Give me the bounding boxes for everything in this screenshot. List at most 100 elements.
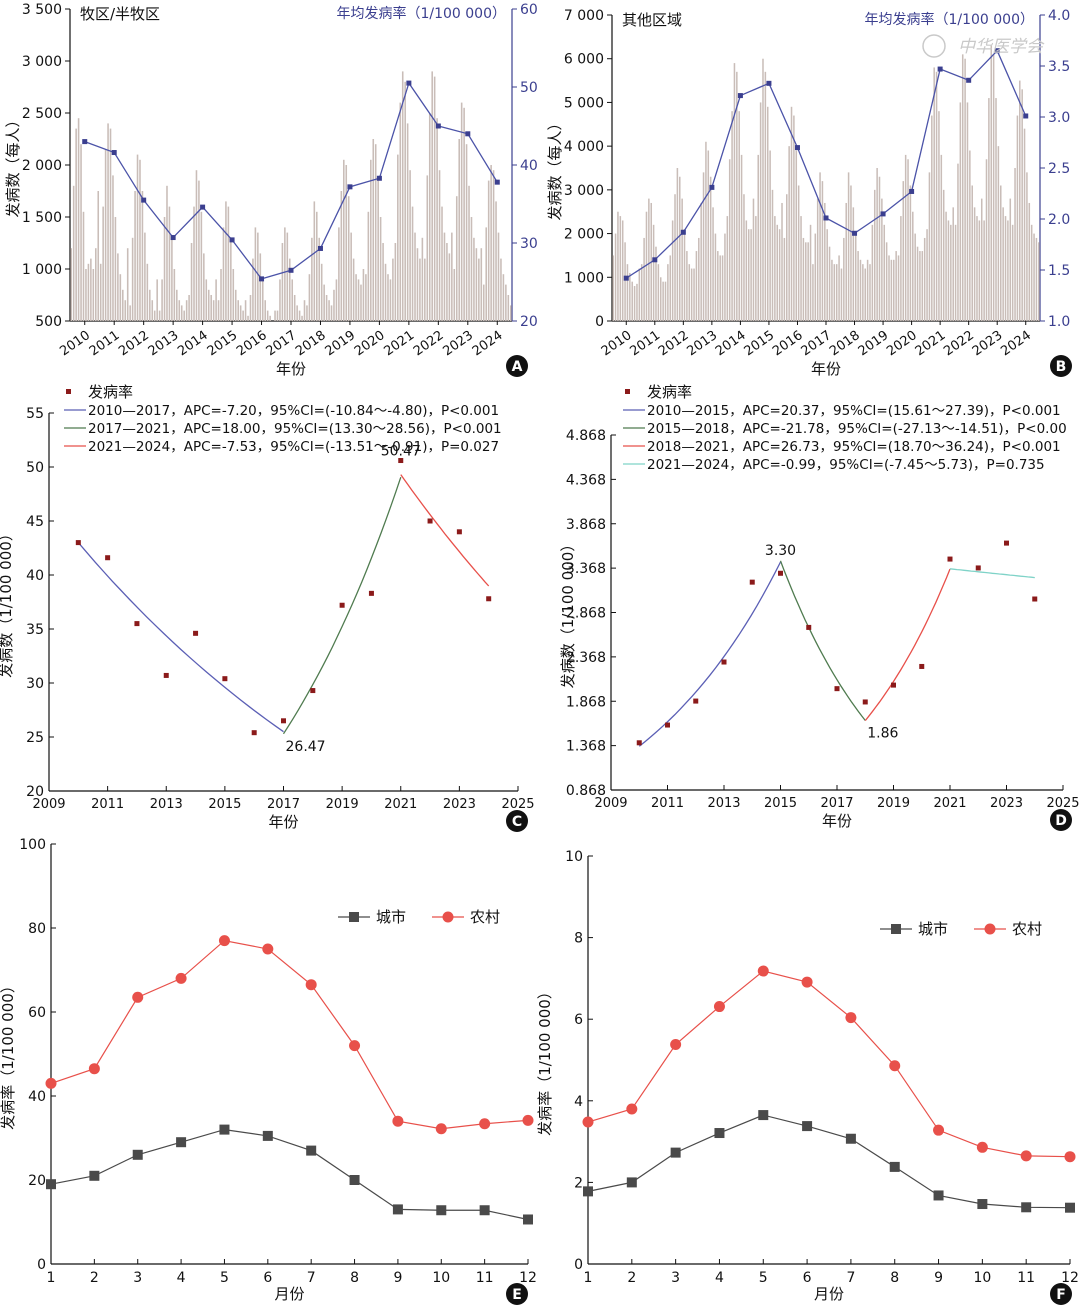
bar-2020-m7 xyxy=(912,211,914,321)
bar-2024-m8 xyxy=(1028,202,1031,321)
rate-point-2012 xyxy=(693,698,699,704)
bar-2010-m5 xyxy=(621,220,624,321)
bar-2017-m4 xyxy=(819,172,821,321)
bar-2015-m9 xyxy=(774,216,776,321)
bar-2014-m11 xyxy=(212,300,215,321)
bar-2022-m10 xyxy=(446,243,448,321)
series-point-m4 xyxy=(176,1137,187,1148)
bar-2010-m1 xyxy=(70,248,73,321)
bar-2011-m8 xyxy=(657,264,660,321)
x-label: 年份 xyxy=(822,812,852,830)
bar-2011-m4 xyxy=(107,123,109,322)
bar-2016-m8 xyxy=(800,216,802,321)
x-tick-label: 1 xyxy=(584,1270,593,1286)
bar-2012-m1 xyxy=(669,255,672,321)
bar-2010-m4 xyxy=(77,118,80,321)
rate-point-2016 xyxy=(794,145,800,151)
bar-2023-m8 xyxy=(470,217,473,321)
bar-2016-m2 xyxy=(786,194,788,321)
bar-2017-m2 xyxy=(279,279,281,321)
x-tick-label: 2015 xyxy=(742,328,778,359)
rate-point-2017 xyxy=(288,267,294,273)
bar-2020-m1 xyxy=(897,255,900,321)
rate-point-2018 xyxy=(852,230,858,236)
rate-point-2019 xyxy=(347,184,353,190)
bar-2017-m4 xyxy=(284,227,286,321)
series-point-m11 xyxy=(1020,1150,1032,1162)
y2-tick-label: 60 xyxy=(520,2,538,18)
y-tick-label: 3 500 xyxy=(22,2,62,18)
y-tick-label: 3 000 xyxy=(22,54,62,70)
bar-2013-m10 xyxy=(180,305,183,321)
bar-2012-m8 xyxy=(686,251,688,321)
bar-2017-m9 xyxy=(831,259,833,321)
series-point-m5 xyxy=(758,1110,769,1121)
bar-2020-m10 xyxy=(919,251,921,321)
y2-tick-label: 2.0 xyxy=(1048,212,1070,228)
rate-point-2011 xyxy=(652,257,658,263)
bar-2024-m10 xyxy=(505,284,507,321)
x-tick-label: 2009 xyxy=(594,796,627,811)
bar-2022-m5 xyxy=(964,58,966,321)
bar-2020-m11 xyxy=(921,251,924,321)
bar-2014-m1 xyxy=(726,216,729,321)
series-point-m2 xyxy=(89,1170,100,1181)
joinpoint-label: 50.47 xyxy=(381,444,421,460)
bar-2015-m12 xyxy=(781,202,783,321)
bar-2023-m12 xyxy=(480,248,483,321)
x-tick-label: 2 xyxy=(90,1270,99,1286)
bar-2014-m10 xyxy=(210,295,212,321)
panel-title: 牧区/半牧区 xyxy=(80,5,160,23)
bar-2010-m12 xyxy=(97,191,100,321)
series-point-m5 xyxy=(218,935,230,947)
bar-2023-m5 xyxy=(463,107,465,321)
y-tick-label: 45 xyxy=(26,514,44,530)
bar-2012-m3 xyxy=(674,194,676,321)
bar-2015-m6 xyxy=(766,106,769,321)
bar-2020-m3 xyxy=(902,181,905,321)
bar-2023-m3 xyxy=(988,98,990,321)
x-tick-label: 2024 xyxy=(998,328,1034,359)
rate-point-2011 xyxy=(105,555,111,561)
panel-B: 0 1 000 2 000 3 000 4 000 5 000 6 000 7 000 1.0 1… xyxy=(546,8,1070,378)
bar-2010-m3 xyxy=(617,211,619,321)
bar-2024-m12 xyxy=(509,305,512,321)
series-point-m4 xyxy=(713,1001,725,1013)
bar-2017-m11 xyxy=(301,315,303,321)
series-point-m8 xyxy=(889,1060,901,1072)
bar-2020-m11 xyxy=(389,279,392,321)
rate-point-2021 xyxy=(937,66,943,72)
series-point-m9 xyxy=(392,1115,404,1127)
bar-2018-m12 xyxy=(333,289,335,321)
watermark-text: 中华医学会 xyxy=(958,37,1045,57)
bar-2012-m6 xyxy=(141,191,144,321)
bar-2018-m4 xyxy=(313,201,316,321)
bar-2020-m12 xyxy=(923,237,926,321)
bar-2014-m4 xyxy=(733,63,736,321)
bar-2012-m5 xyxy=(139,159,141,321)
bar-2024-m2 xyxy=(1014,168,1016,321)
x-tick-label: 1 xyxy=(47,1270,56,1286)
bar-2018-m9 xyxy=(859,259,862,321)
bar-2024-m10 xyxy=(1033,233,1035,321)
bar-2016-m1 xyxy=(247,315,249,321)
x-tick-label: 5 xyxy=(759,1270,768,1286)
y-tick-label: 7 000 xyxy=(564,8,604,24)
y-tick-label: 50 xyxy=(26,460,44,476)
x-tick-label: 2013 xyxy=(146,328,182,359)
bar-2012-m2 xyxy=(131,237,134,321)
bar-2013-m6 xyxy=(171,237,173,321)
bar-2013-m2 xyxy=(700,202,702,321)
bar-2020-m2 xyxy=(900,216,902,321)
bar-2023-m11 xyxy=(478,258,480,321)
bar-2015-m11 xyxy=(778,229,781,321)
bar-2011-m6 xyxy=(652,224,655,321)
x-tick-label: 2021 xyxy=(913,328,949,359)
rate-point-2012 xyxy=(680,229,686,235)
y2-tick-label: 4.0 xyxy=(1048,8,1070,24)
bar-2022-m11 xyxy=(448,253,451,321)
bar-2022-m11 xyxy=(978,220,981,321)
bar-2014-m7 xyxy=(740,154,743,321)
series-point-m9 xyxy=(933,1190,944,1201)
series-point-m1 xyxy=(45,1077,57,1089)
